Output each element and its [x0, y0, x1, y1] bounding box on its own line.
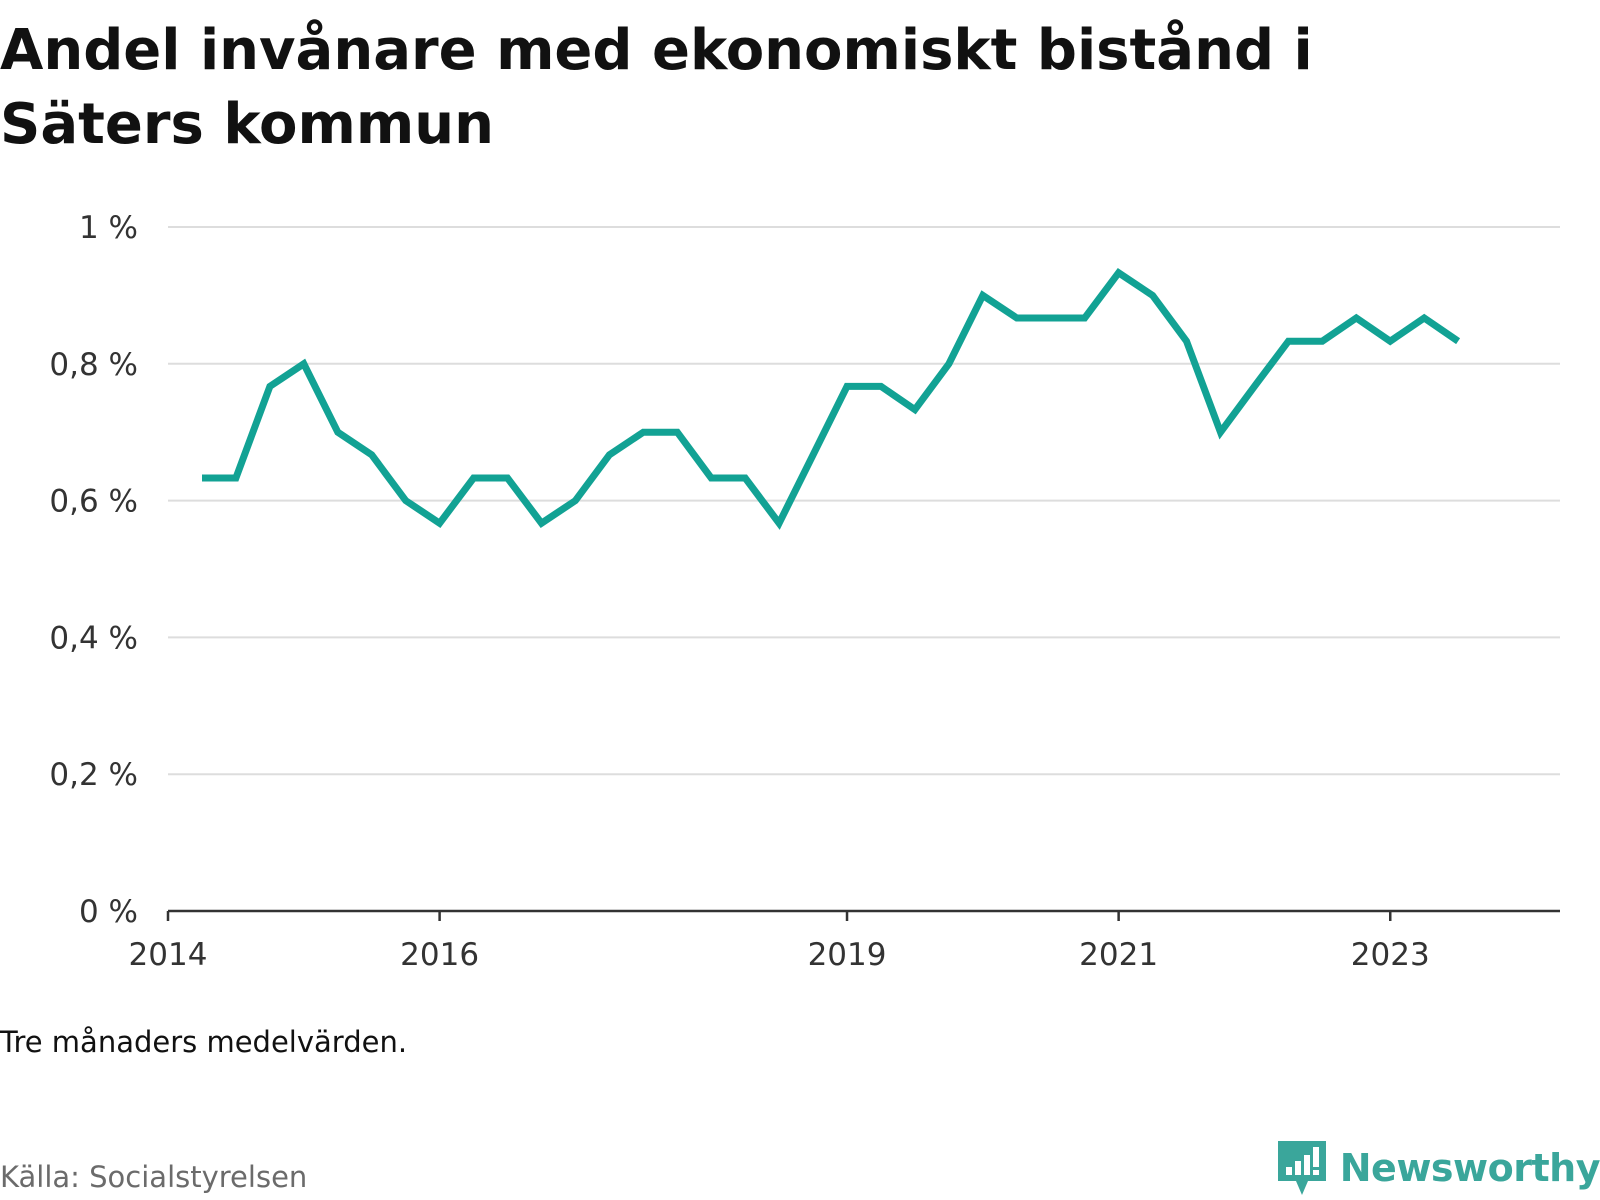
x-axis-ticks: 2014 2016 2019 2021 2023	[129, 911, 1430, 973]
x-tick-label: 2021	[1079, 937, 1158, 973]
series-layer	[202, 268, 1461, 530]
brand-logo: Newsworthy	[1276, 1140, 1600, 1196]
gridlines	[168, 226, 1560, 776]
y-tick-label: 0,2 %	[49, 757, 138, 793]
chart-note: Tre månaders medelvärden.	[0, 1025, 408, 1059]
newsworthy-logo-icon	[1277, 1141, 1326, 1195]
y-tick-label: 1 %	[79, 210, 138, 246]
source-text: Källa: Socialstyrelsen	[0, 1160, 308, 1194]
y-axis-labels: 0 % 0,2 % 0,4 % 0,6 % 0,8 % 1 %	[49, 210, 138, 930]
x-tick-label: 2016	[400, 937, 479, 973]
y-tick-label: 0 %	[79, 894, 138, 930]
x-tick-label: 2019	[808, 937, 887, 973]
y-tick-label: 0,6 %	[49, 484, 138, 520]
chart-title: Andel invånare med ekonomiskt bistånd i …	[0, 18, 1313, 157]
y-tick-label: 0,8 %	[49, 347, 138, 383]
brand-name: Newsworthy	[1339, 1146, 1600, 1190]
x-tick-label: 2014	[129, 937, 208, 973]
y-tick-label: 0,4 %	[49, 620, 138, 656]
series-line	[202, 268, 1461, 530]
line-chart: 0 %0,2 %0,4 %0,6 %0,8 %1 % 2014 2016 2019 2…	[49, 210, 1560, 973]
x-tick-label: 2023	[1351, 937, 1430, 973]
